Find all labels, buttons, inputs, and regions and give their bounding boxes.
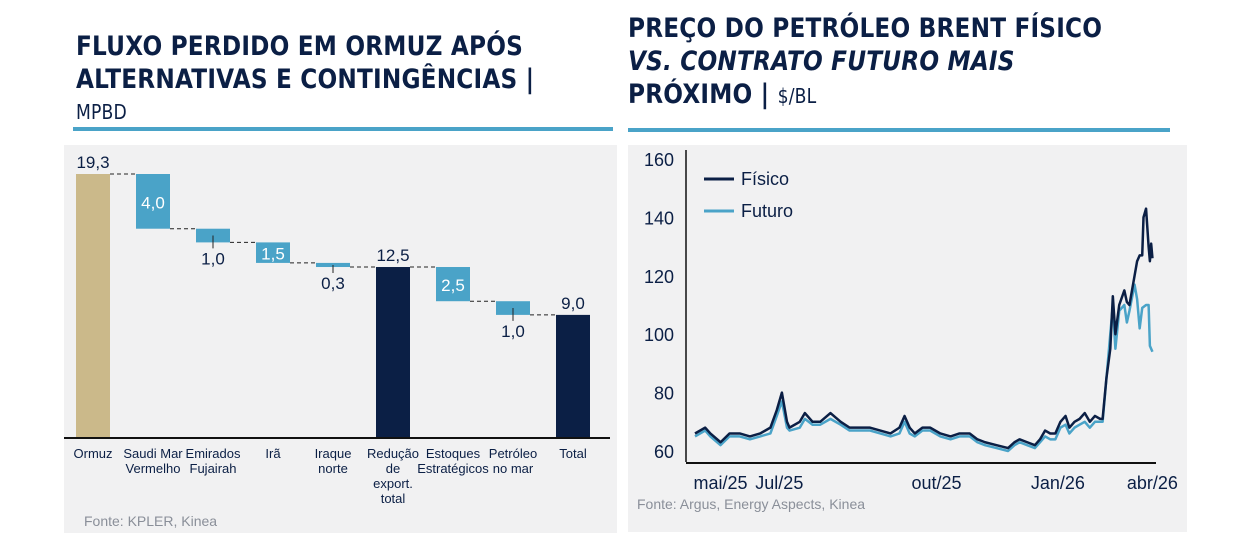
category-label: no mar — [493, 461, 534, 476]
right-title-line: PREÇO DO PETRÓLEO BRENT FÍSICO — [628, 13, 1103, 44]
left-title-line: FLUXO PERDIDO EM ORMUZ APÓS — [76, 31, 524, 62]
waterfall-bar — [376, 267, 410, 438]
x-tick-label: abr/26 — [1127, 473, 1178, 493]
category-label: export. — [373, 476, 413, 491]
waterfall-bar — [436, 267, 470, 302]
category-label: Saudi Mar — [123, 446, 183, 461]
waterfall-bar — [256, 242, 290, 263]
x-tick-label: Jan/26 — [1031, 473, 1085, 493]
right-unit: $/BL — [777, 84, 817, 108]
data-label: 1,5 — [261, 245, 285, 264]
category-label: Estoques — [426, 446, 481, 461]
data-label: 2,5 — [441, 276, 465, 295]
left-title-line: ALTERNATIVAS E CONTINGÊNCIAS | — [76, 64, 535, 95]
category-label: total — [381, 491, 406, 506]
left-unit: MPBD — [76, 100, 127, 124]
y-tick-label: 160 — [644, 150, 674, 170]
series-line-Físico — [694, 207, 1154, 450]
waterfall-bar — [76, 174, 110, 438]
waterfall-bar — [136, 174, 170, 229]
y-tick-label: 80 — [654, 384, 674, 404]
legend-label: Futuro — [741, 201, 793, 221]
left-title-rule — [73, 127, 613, 131]
category-label: Emirados — [186, 446, 241, 461]
data-label: 9,0 — [561, 294, 585, 313]
left-source: Fonte: KPLER, Kinea — [84, 513, 218, 529]
category-label: Vermelho — [126, 461, 181, 476]
data-label: 1,0 — [201, 249, 225, 268]
data-label: 19,3 — [76, 153, 109, 172]
series-line-Futuro — [694, 283, 1154, 453]
right-title: PREÇO DO PETRÓLEO BRENT FÍSICO VS. CONTR… — [628, 12, 1102, 113]
category-label: Redução — [367, 446, 419, 461]
category-label: Petróleo — [489, 446, 537, 461]
right-source: Fonte: Argus, Energy Aspects, Kinea — [637, 496, 866, 512]
y-tick-label: 120 — [644, 267, 674, 287]
category-label: Estratégicos — [417, 461, 489, 476]
category-label: Fujairah — [190, 461, 237, 476]
y-tick-label: 100 — [644, 325, 674, 345]
data-label: 1,0 — [501, 322, 525, 341]
waterfall-bar — [556, 314, 590, 438]
y-tick-label: 140 — [644, 208, 674, 228]
category-label: norte — [318, 461, 348, 476]
category-label: de — [386, 461, 400, 476]
category-label: Ormuz — [74, 446, 113, 461]
y-tick-label: 60 — [654, 442, 674, 462]
legend-label: Físico — [741, 169, 789, 189]
data-label: 0,3 — [321, 274, 345, 293]
category-label: Total — [559, 446, 587, 461]
right-title-line: VS. CONTRATO FUTURO MAIS — [628, 46, 1015, 77]
data-label: 12,5 — [376, 246, 409, 265]
x-tick-label: mai/25 — [694, 473, 748, 493]
x-tick-label: Jul/25 — [755, 473, 803, 493]
category-label: Iraque — [315, 446, 352, 461]
left-title: FLUXO PERDIDO EM ORMUZ APÓS ALTERNATIVAS… — [76, 30, 534, 129]
right-title-line: PRÓXIMO | — [628, 79, 770, 110]
x-tick-label: out/25 — [911, 473, 961, 493]
data-label: 4,0 — [141, 193, 165, 212]
category-label: Irã — [265, 446, 281, 461]
right-title-rule — [628, 128, 1170, 132]
